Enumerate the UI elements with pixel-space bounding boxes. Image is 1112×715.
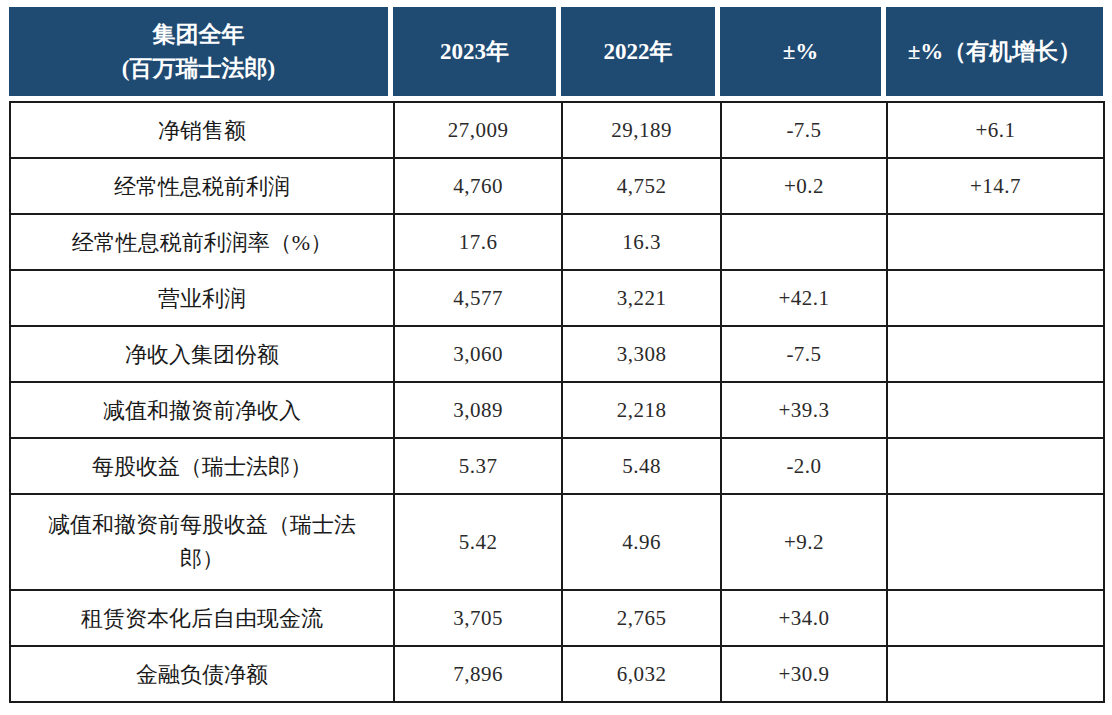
value-2023: 5.42 (394, 494, 562, 590)
value-change: -2.0 (721, 438, 887, 494)
row-label-text: 净销售额 (158, 114, 246, 148)
value-organic: +6.1 (887, 102, 1104, 158)
value-2023: 27,009 (394, 102, 562, 158)
value-2023: 3,705 (394, 590, 562, 646)
value-change: +9.2 (721, 494, 887, 590)
value-organic (887, 326, 1104, 382)
table-row: 营业利润 4,5773,221+42.1 (10, 270, 1104, 326)
value-2023: 4,760 (394, 158, 562, 214)
row-label: 营业利润 (10, 270, 394, 326)
value-organic (887, 646, 1104, 702)
value-organic (887, 382, 1104, 438)
table-row: 租赁资本化后自由现金流 3,7052,765+34.0 (10, 590, 1104, 646)
value-organic (887, 438, 1104, 494)
header-cell-change: ±% (720, 7, 886, 96)
row-label-text: 每股收益（瑞士法郎） (92, 450, 312, 484)
value-2023: 3,089 (394, 382, 562, 438)
value-change: +39.3 (721, 382, 887, 438)
header-cell-2023: 2023年 (393, 7, 561, 96)
value-2023: 17.6 (394, 214, 562, 270)
value-organic (887, 590, 1104, 646)
value-organic (887, 494, 1104, 590)
value-2022: 3,308 (562, 326, 721, 382)
table-row: 净收入集团份额 3,0603,308-7.5 (10, 326, 1104, 382)
value-2022: 4,752 (562, 158, 721, 214)
table-row: 净销售额 27,00929,189-7.5+6.1 (10, 102, 1104, 158)
value-2022: 16.3 (562, 214, 721, 270)
value-2022: 6,032 (562, 646, 721, 702)
table-row: 经常性息税前利润 4,7604,752+0.2+14.7 (10, 158, 1104, 214)
row-label-text: 减值和撤资前净收入 (103, 394, 301, 428)
table-row: 经常性息税前利润率（%） 17.616.3 (10, 214, 1104, 270)
value-2022: 2,218 (562, 382, 721, 438)
value-2022: 5.48 (562, 438, 721, 494)
row-label: 金融负债净额 (10, 646, 394, 702)
value-2022: 29,189 (562, 102, 721, 158)
financial-table: 集团全年 (百万瑞士法郎) 2023年 2022年 ±% ±%（有机增长） 净销… (9, 7, 1103, 703)
row-label-text: 经常性息税前利润率（%） (72, 226, 332, 260)
value-change: -7.5 (721, 326, 887, 382)
row-label-text: 营业利润 (158, 282, 246, 316)
value-2023: 4,577 (394, 270, 562, 326)
value-2023: 7,896 (394, 646, 562, 702)
value-organic (887, 270, 1104, 326)
value-2023: 3,060 (394, 326, 562, 382)
row-label: 每股收益（瑞士法郎） (10, 438, 394, 494)
table-row: 减值和撤资前每股收益（瑞士法郎） 5.424.96+9.2 (10, 494, 1104, 590)
value-change: +30.9 (721, 646, 887, 702)
value-change: -7.5 (721, 102, 887, 158)
table-body: 净销售额27,00929,189-7.5+6.1经常性息税前利润4,7604,7… (9, 101, 1105, 703)
row-label: 减值和撤资前每股收益（瑞士法郎） (10, 494, 394, 590)
value-change: +34.0 (721, 590, 887, 646)
header-cell-metric: 集团全年 (百万瑞士法郎) (9, 7, 393, 96)
header-cell-2022: 2022年 (561, 7, 720, 96)
value-2022: 2,765 (562, 590, 721, 646)
value-change: +0.2 (721, 158, 887, 214)
value-2023: 5.37 (394, 438, 562, 494)
row-label-text: 租赁资本化后自由现金流 (81, 602, 323, 636)
row-label-text: 减值和撤资前每股收益（瑞士法郎） (48, 508, 356, 576)
row-label-text: 净收入集团份额 (125, 338, 279, 372)
row-label: 经常性息税前利润 (10, 158, 394, 214)
row-label: 净收入集团份额 (10, 326, 394, 382)
table-row: 金融负债净额 7,8966,032+30.9 (10, 646, 1104, 702)
value-2022: 4.96 (562, 494, 721, 590)
header-cell-organic: ±%（有机增长） (886, 7, 1103, 96)
value-organic: +14.7 (887, 158, 1104, 214)
header-title-line1: 集团全年 (153, 18, 245, 52)
table-header-row: 集团全年 (百万瑞士法郎) 2023年 2022年 ±% ±%（有机增长） (9, 7, 1103, 96)
value-2022: 3,221 (562, 270, 721, 326)
value-change (721, 214, 887, 270)
row-label-text: 金融负债净额 (136, 658, 268, 692)
table-row: 减值和撤资前净收入 3,0892,218+39.3 (10, 382, 1104, 438)
row-label: 租赁资本化后自由现金流 (10, 590, 394, 646)
row-label-text: 经常性息税前利润 (114, 170, 290, 204)
row-label: 经常性息税前利润率（%） (10, 214, 394, 270)
header-title-line2: (百万瑞士法郎) (122, 52, 275, 86)
table-row: 每股收益（瑞士法郎） 5.375.48-2.0 (10, 438, 1104, 494)
value-change: +42.1 (721, 270, 887, 326)
row-label: 净销售额 (10, 102, 394, 158)
row-label: 减值和撤资前净收入 (10, 382, 394, 438)
value-organic (887, 214, 1104, 270)
